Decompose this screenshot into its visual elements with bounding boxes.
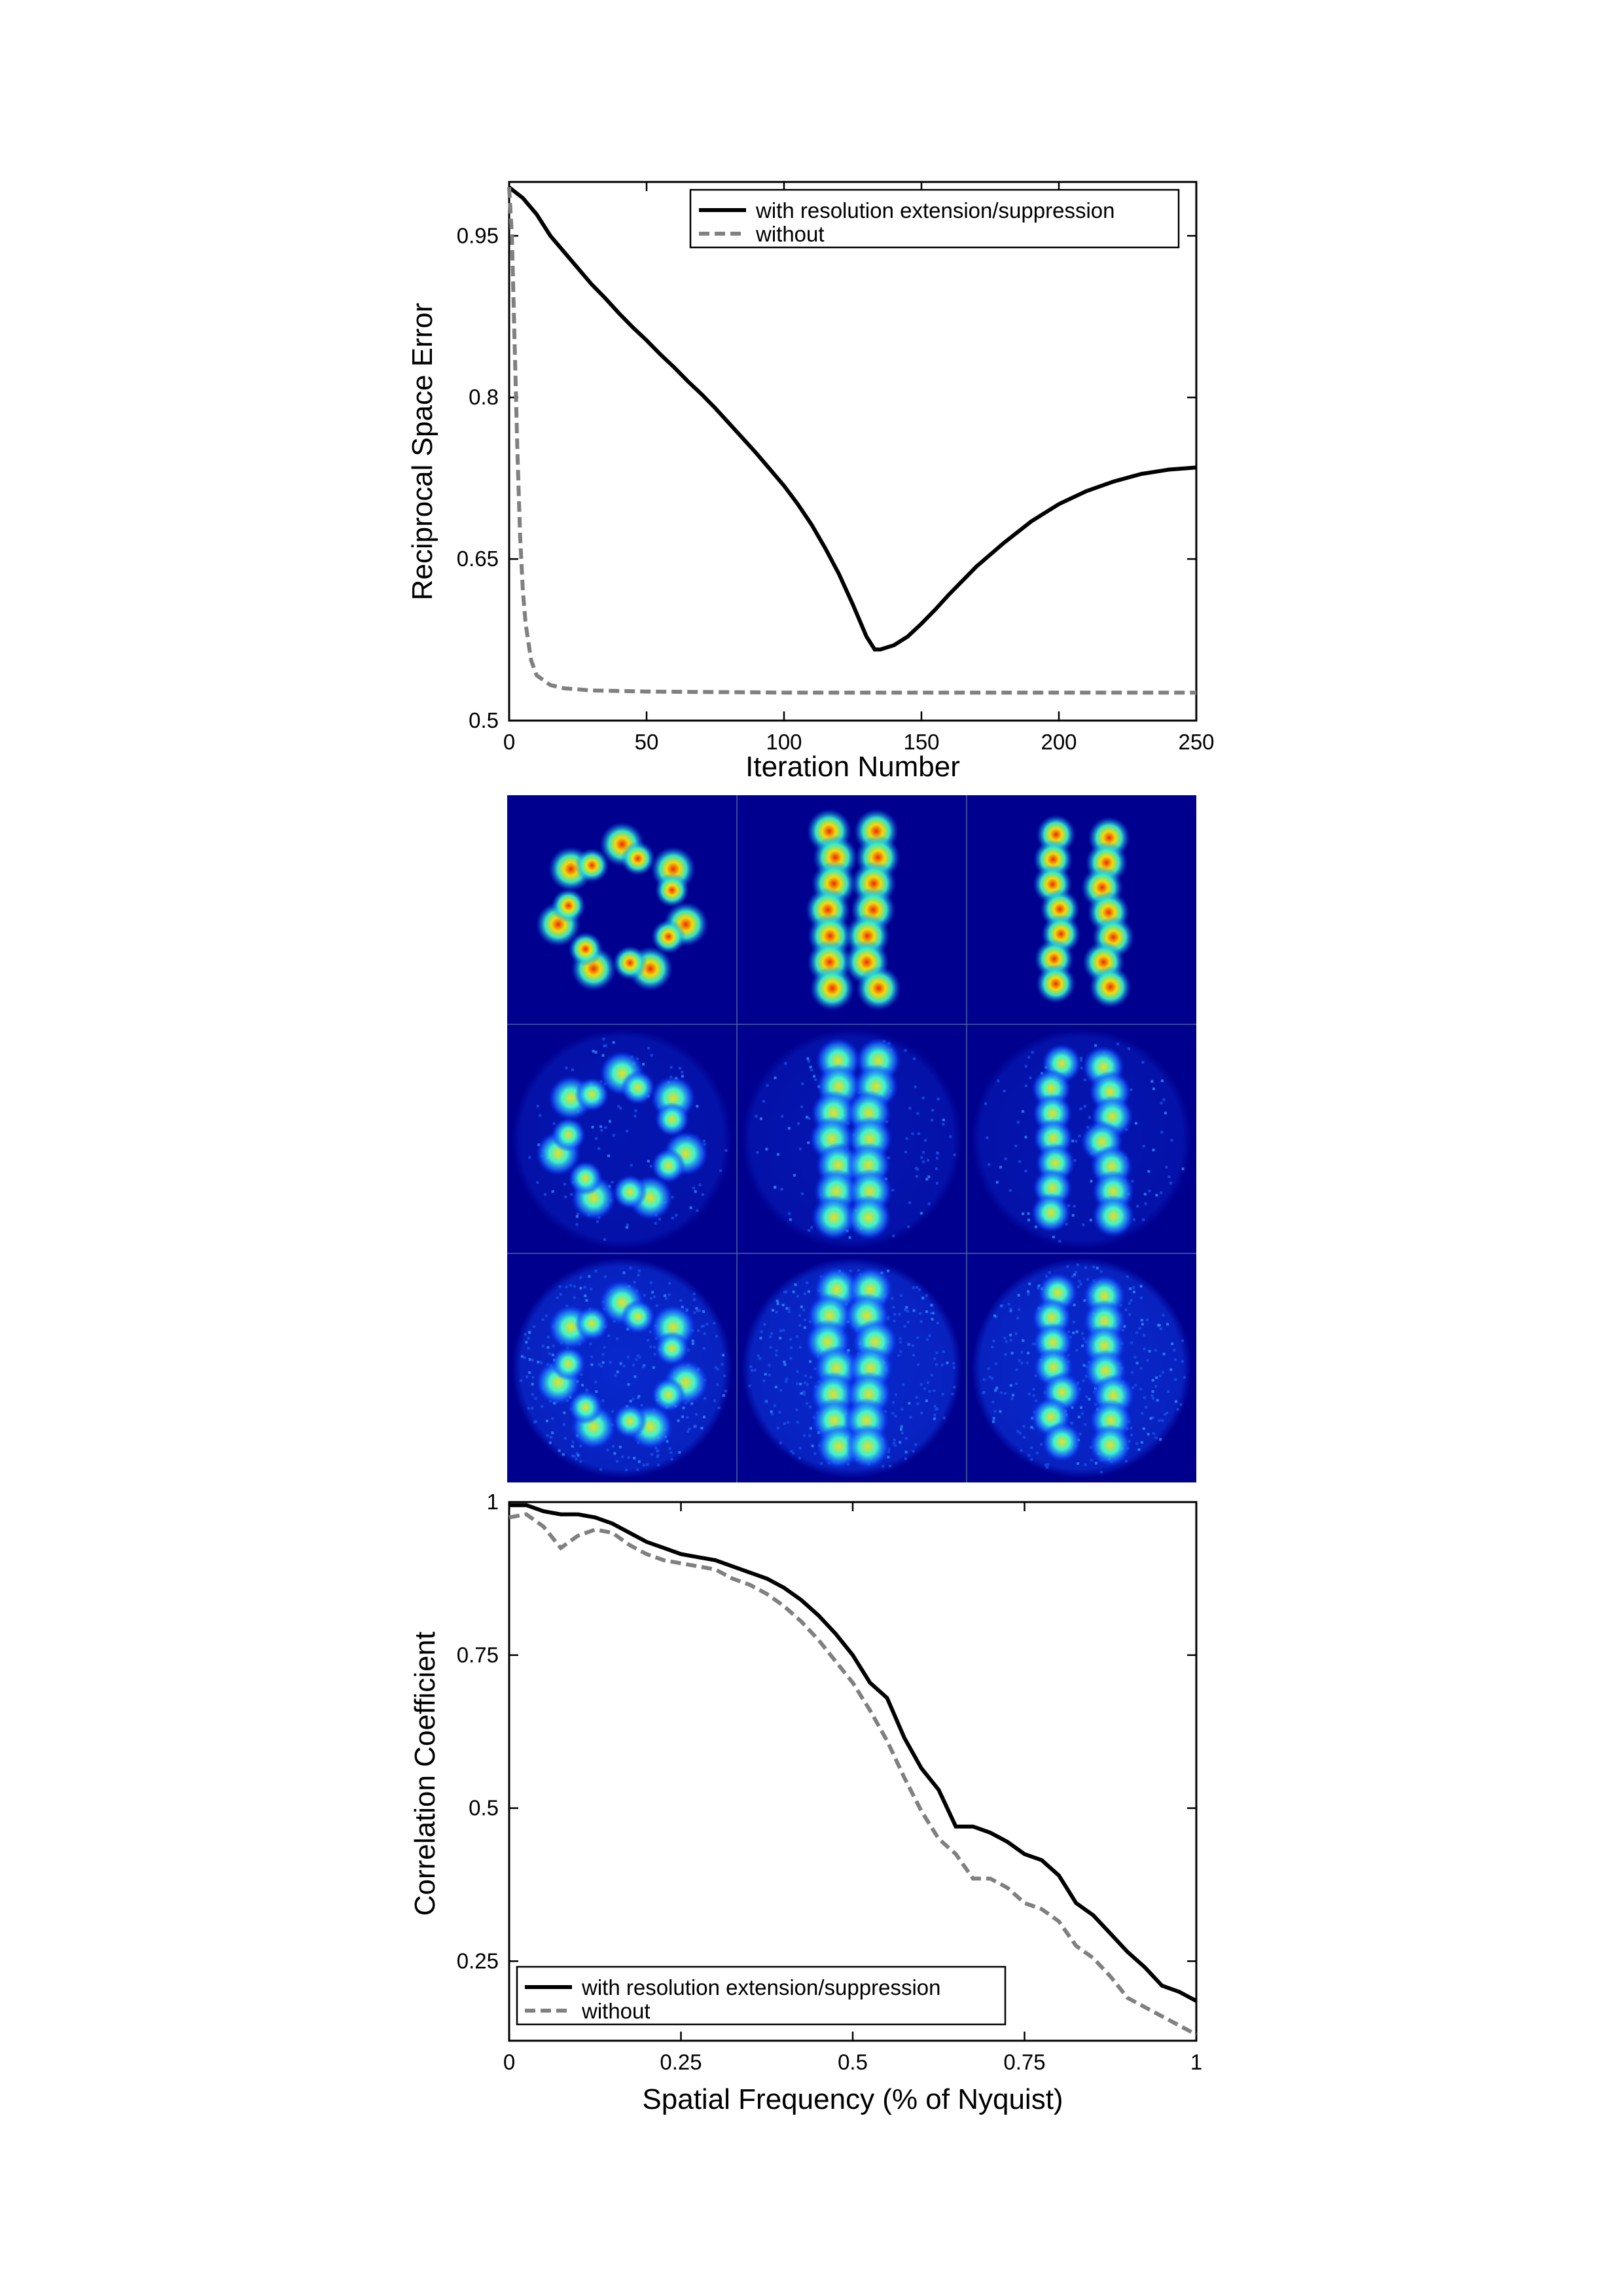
c2-xtick-label: 0.75: [1003, 2050, 1045, 2074]
error-chart-xlabel: Iteration Number: [745, 751, 960, 783]
error-series-with: [508, 185, 1197, 652]
image-cell-r3-c1: [512, 1258, 732, 1478]
image-cell-r3-c3: [971, 1258, 1192, 1478]
c2-xtick-label: 1: [1190, 2050, 1202, 2074]
error-legend-label-with: with resolution extension/suppression: [755, 198, 1115, 223]
c1-xtick-label: 150: [903, 730, 939, 754]
correlation-chart-legend: with resolution extension/suppression wi…: [516, 1965, 1007, 2026]
correlation-chart: 0 0.25 0.5 0.75 1 0.25 0.5 0.75 1 Spatial Freque…: [409, 1490, 1202, 2115]
reconstruction-image-grid: [507, 795, 1196, 1482]
c2-xtick-label: 0: [503, 2050, 515, 2074]
c1-ytick-label: 0.5: [469, 708, 499, 732]
error-chart-frame: [508, 181, 1198, 722]
error-chart: 0 50 100 150 200 250 0.5 0.65 0.8 0.95 Iteration …: [406, 181, 1215, 783]
c2-ytick-label: 0.25: [457, 1948, 499, 1973]
c1-ytick-label: 0.8: [469, 385, 499, 409]
c1-xtick-label: 200: [1041, 730, 1077, 754]
c2-ytick-label: 0.75: [457, 1643, 499, 1667]
c2-xtick-label: 0.5: [838, 2050, 868, 2074]
c1-xtick-label: 100: [766, 730, 802, 754]
error-legend-label-without: without: [755, 222, 825, 246]
correlation-chart-frame: [508, 1501, 1198, 2042]
c1-xtick-label: 0: [503, 730, 515, 754]
image-cell-r2-c3: [971, 1029, 1192, 1249]
correlation-chart-xlabel: Spatial Frequency (% of Nyquist): [642, 2083, 1063, 2115]
error-legend-box: [689, 188, 1180, 249]
correlation-legend-box: [516, 1965, 1007, 2026]
error-chart-legend: with resolution extension/suppression wi…: [689, 188, 1180, 249]
correlation-chart-ticks: 0 0.25 0.5 0.75 1 0.25 0.5 0.75 1: [457, 1490, 1202, 2074]
error-chart-ylabel: Reciprocal Space Error: [406, 303, 438, 601]
c1-ytick-label: 0.95: [457, 223, 499, 247]
image-cell-r1-c1: [536, 822, 708, 992]
image-cell-r2-c2: [741, 1029, 962, 1249]
image-grid-cells: [512, 809, 1192, 1478]
correlation-legend-label-with: with resolution extension/suppression: [581, 1975, 940, 2000]
c2-ytick-label: 0.5: [469, 1796, 499, 1820]
image-cell-r1-c3: [1033, 815, 1135, 1008]
c2-ytick-label: 1: [487, 1490, 499, 1514]
c1-xtick-label: 250: [1178, 730, 1214, 754]
correlation-series-with: [509, 1503, 1198, 2003]
correlation-series-without: [508, 1512, 1198, 2037]
error-chart-ticks: 0 50 100 150 200 250 0.5 0.65 0.8 0.95: [457, 182, 1215, 754]
c1-xtick-label: 50: [635, 730, 659, 754]
error-series-without: [507, 187, 1196, 695]
correlation-legend-label-without: without: [581, 1999, 651, 2023]
image-cell-r2-c1: [512, 1029, 732, 1249]
image-cell-r1-c2: [806, 809, 901, 1011]
c2-xtick-label: 0.25: [660, 2050, 702, 2074]
c1-ytick-label: 0.65: [457, 547, 499, 571]
image-cell-r3-c2: [741, 1258, 962, 1478]
correlation-chart-ylabel: Correlation Coefficient: [409, 1632, 441, 1916]
